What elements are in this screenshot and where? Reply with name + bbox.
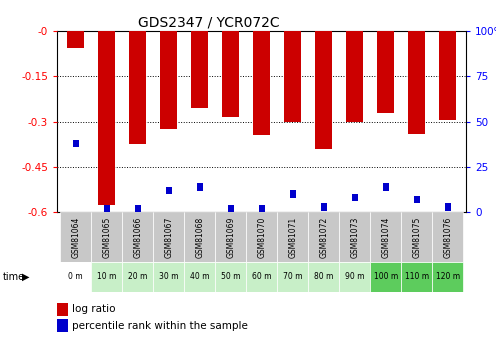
- Bar: [134, 205, 141, 212]
- Text: GDS2347 / YCR072C: GDS2347 / YCR072C: [137, 16, 279, 30]
- Text: 80 m: 80 m: [314, 272, 333, 282]
- Text: 50 m: 50 m: [221, 272, 241, 282]
- Text: time: time: [2, 272, 25, 282]
- Text: GSM81070: GSM81070: [257, 217, 266, 258]
- Bar: [166, 187, 172, 194]
- Bar: [191, 31, 208, 108]
- Bar: [408, 31, 425, 134]
- Text: GSM81075: GSM81075: [412, 217, 421, 258]
- Bar: [377, 31, 394, 112]
- Bar: [339, 262, 370, 292]
- Bar: [184, 262, 215, 292]
- Bar: [160, 31, 177, 129]
- Bar: [439, 31, 456, 120]
- Bar: [72, 140, 79, 147]
- Bar: [98, 31, 115, 205]
- Text: 120 m: 120 m: [435, 272, 460, 282]
- Bar: [401, 212, 432, 262]
- Bar: [432, 212, 463, 262]
- Bar: [432, 262, 463, 292]
- Bar: [308, 262, 339, 292]
- Text: GSM81069: GSM81069: [226, 217, 235, 258]
- Bar: [315, 31, 332, 149]
- Bar: [60, 212, 91, 262]
- Bar: [122, 212, 153, 262]
- Text: GSM81066: GSM81066: [133, 217, 142, 258]
- Bar: [91, 212, 122, 262]
- Bar: [401, 262, 432, 292]
- Text: 100 m: 100 m: [373, 272, 398, 282]
- Text: 10 m: 10 m: [97, 272, 117, 282]
- Text: GSM81067: GSM81067: [164, 217, 173, 258]
- Bar: [308, 212, 339, 262]
- Bar: [184, 212, 215, 262]
- Text: ▶: ▶: [22, 272, 30, 282]
- Bar: [382, 183, 389, 190]
- Bar: [444, 203, 451, 210]
- Text: 40 m: 40 m: [190, 272, 209, 282]
- Bar: [352, 194, 358, 201]
- Bar: [339, 212, 370, 262]
- Bar: [215, 212, 246, 262]
- Bar: [215, 262, 246, 292]
- Bar: [129, 31, 146, 144]
- Bar: [370, 212, 401, 262]
- Bar: [346, 31, 363, 122]
- Bar: [277, 212, 308, 262]
- Bar: [258, 205, 265, 212]
- Text: GSM81068: GSM81068: [195, 217, 204, 258]
- Bar: [246, 212, 277, 262]
- Bar: [222, 31, 239, 117]
- Bar: [60, 262, 91, 292]
- Bar: [290, 190, 296, 198]
- Bar: [153, 212, 184, 262]
- Bar: [196, 183, 203, 190]
- Text: GSM81065: GSM81065: [102, 217, 111, 258]
- Text: GSM81074: GSM81074: [381, 217, 390, 258]
- Text: GSM81073: GSM81073: [350, 217, 359, 258]
- Bar: [91, 262, 122, 292]
- Text: 20 m: 20 m: [128, 272, 147, 282]
- Text: 70 m: 70 m: [283, 272, 303, 282]
- Bar: [104, 205, 110, 212]
- Bar: [122, 262, 153, 292]
- Bar: [228, 205, 234, 212]
- Text: percentile rank within the sample: percentile rank within the sample: [72, 321, 248, 331]
- Bar: [67, 31, 84, 48]
- Text: 30 m: 30 m: [159, 272, 179, 282]
- Bar: [153, 262, 184, 292]
- Text: GSM81076: GSM81076: [443, 217, 452, 258]
- Text: GSM81064: GSM81064: [71, 217, 80, 258]
- Bar: [370, 262, 401, 292]
- Bar: [284, 31, 301, 122]
- Bar: [414, 196, 420, 203]
- Text: GSM81072: GSM81072: [319, 217, 328, 258]
- Text: GSM81071: GSM81071: [288, 217, 297, 258]
- Bar: [277, 262, 308, 292]
- Bar: [320, 203, 327, 210]
- Bar: [253, 31, 270, 135]
- Text: 0 m: 0 m: [68, 272, 83, 282]
- Bar: [246, 262, 277, 292]
- Text: 90 m: 90 m: [345, 272, 365, 282]
- Text: log ratio: log ratio: [72, 304, 116, 314]
- Text: 60 m: 60 m: [252, 272, 271, 282]
- Text: 110 m: 110 m: [405, 272, 429, 282]
